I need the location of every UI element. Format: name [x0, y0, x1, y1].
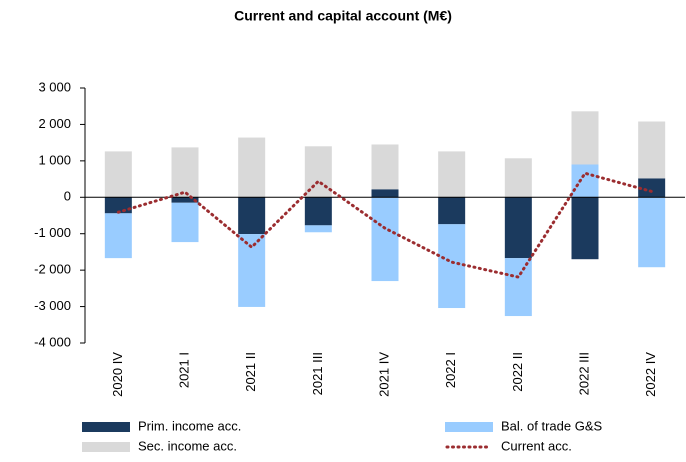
x-tick-label: 2020 IV: [110, 352, 125, 397]
x-tick-label: 2021 II: [243, 352, 258, 392]
bar: [304, 225, 332, 233]
bar: [104, 213, 132, 259]
bar: [438, 224, 466, 309]
y-tick-label: 0: [64, 189, 71, 204]
legend-label: Bal. of trade G&S: [501, 418, 602, 433]
bar: [104, 151, 132, 198]
bar: [504, 158, 532, 198]
bar: [238, 137, 266, 198]
bar: [438, 151, 466, 198]
bar: [638, 121, 666, 179]
x-tick-label: 2021 I: [176, 352, 191, 388]
x-tick-label: 2021 III: [310, 352, 325, 395]
y-tick-label: -4 000: [34, 334, 71, 349]
line: [116, 171, 654, 279]
chart-title: Current and capital account (M€): [234, 8, 452, 24]
legend-swatch: [82, 442, 130, 452]
x-tick-label: 2022 III: [576, 352, 591, 395]
bar: [304, 197, 332, 226]
bar: [171, 197, 199, 203]
x-tick-label: 2022 II: [510, 352, 525, 392]
bar: [504, 258, 532, 317]
bar: [171, 202, 199, 243]
legend-swatch: [445, 422, 493, 432]
bar: [238, 197, 266, 235]
legend-swatch: [82, 422, 130, 432]
bar: [371, 189, 399, 198]
bar: [638, 178, 666, 198]
y-tick-label: 1 000: [38, 152, 71, 167]
bar: [371, 197, 399, 282]
legend-label: Sec. income acc.: [138, 438, 237, 453]
x-tick-label: 2021 IV: [376, 352, 391, 397]
y-tick-label: -1 000: [34, 225, 71, 240]
y-tick-label: 2 000: [38, 116, 71, 131]
bar: [371, 144, 399, 190]
bar: [504, 197, 532, 259]
x-tick-label: 2022 I: [443, 352, 458, 388]
bar: [238, 234, 266, 307]
legend-label: Current acc.: [501, 438, 572, 453]
bar: [171, 147, 199, 198]
legend-label: Prim. income acc.: [138, 418, 241, 433]
bar: [438, 197, 466, 225]
bar: [638, 197, 666, 268]
bar: [571, 111, 599, 165]
bar: [571, 197, 599, 260]
x-tick-label: 2022 IV: [643, 352, 658, 397]
y-tick-label: 3 000: [38, 79, 71, 94]
y-tick-label: -2 000: [34, 262, 71, 277]
bar: [571, 164, 599, 198]
y-tick-label: -3 000: [34, 298, 71, 313]
